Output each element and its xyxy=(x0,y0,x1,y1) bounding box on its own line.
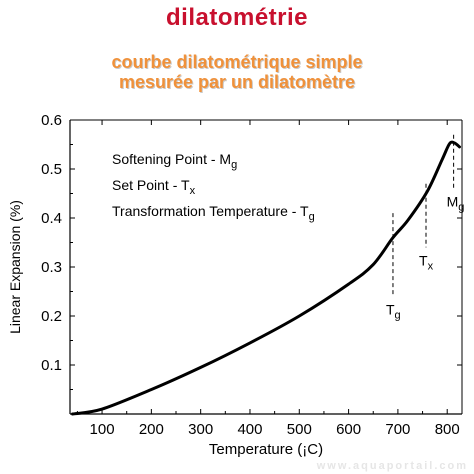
y-tick-label: 0.3 xyxy=(41,259,62,276)
y-tick-label: 0.1 xyxy=(41,357,62,374)
y-axis-label: Linear Expansion (%) xyxy=(7,200,23,334)
legend-note-2: Transformation Temperature - Tg xyxy=(112,203,315,223)
y-tick-label: 0.5 xyxy=(41,161,62,178)
x-tick-label: 200 xyxy=(139,421,164,438)
watermark: www.aquaportail.com xyxy=(316,460,468,472)
subtitle-line-2: mesurée par un dilatomètre xyxy=(118,72,356,92)
chart-marks xyxy=(71,134,461,416)
chart-labels: 100 200 300 400 500 600 700 800 0.1 0.2 0.3 0.4 0.5 0… xyxy=(7,112,464,458)
y-tick-label: 0.2 xyxy=(41,308,62,325)
x-tick-label: 400 xyxy=(237,421,262,438)
marker-label-Tx: Tx xyxy=(419,252,434,272)
x-axis-label: Temperature (¡C) xyxy=(209,441,323,458)
marker-label-Mg: Mg xyxy=(447,194,465,214)
marker-label-Tg: Tg xyxy=(386,301,401,321)
x-tick-label: 300 xyxy=(188,421,213,438)
x-tick-label: 500 xyxy=(287,421,312,438)
x-tick-label: 700 xyxy=(385,421,410,438)
y-tick-label: 0.6 xyxy=(41,112,62,129)
page-title: dilatométrie xyxy=(165,4,309,31)
subtitle-line-1: courbe dilatométrique simple xyxy=(111,52,363,72)
chart-axes xyxy=(69,119,463,415)
expansion-curve xyxy=(71,140,461,416)
y-tick-label: 0.4 xyxy=(41,210,62,227)
legend-note-0: Softening Point - Mg xyxy=(112,151,237,171)
x-tick-label: 100 xyxy=(90,421,115,438)
x-tick-label: 800 xyxy=(435,421,460,438)
legend-note-1: Set Point - Tx xyxy=(112,177,196,197)
x-tick-label: 600 xyxy=(336,421,361,438)
